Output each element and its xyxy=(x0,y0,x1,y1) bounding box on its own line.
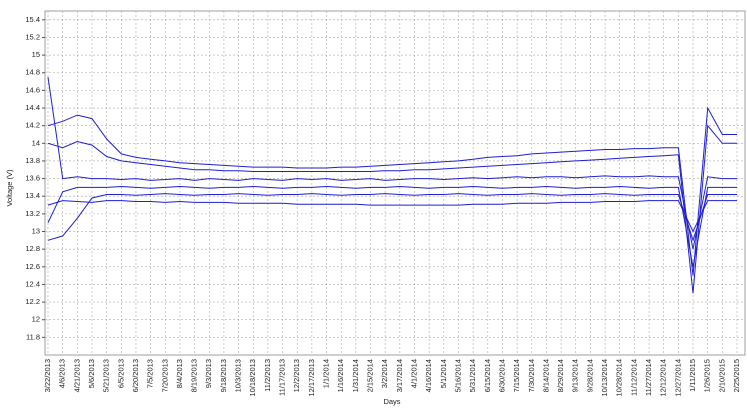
x-tick-label: 5/16/2014 xyxy=(453,359,462,392)
x-axis-label: Days xyxy=(383,397,400,406)
x-tick-label: 3/22/2013 xyxy=(43,359,52,392)
x-tick-label: 8/19/2013 xyxy=(190,359,199,392)
x-tick-label: 10/13/2014 xyxy=(600,359,609,397)
x-tick-label: 1/31/2014 xyxy=(351,359,360,392)
y-tick-label: 14.4 xyxy=(25,103,40,112)
x-tick-label: 12/17/2013 xyxy=(307,359,316,397)
x-tick-label: 2/15/2014 xyxy=(365,359,374,392)
x-tick-label: 12/2/2013 xyxy=(292,359,301,392)
series-line xyxy=(47,106,737,276)
x-tick-label: 9/28/2014 xyxy=(585,359,594,392)
series-line xyxy=(47,185,737,267)
x-tick-label: 8/29/2014 xyxy=(556,359,565,392)
x-tick-label: 12/12/2014 xyxy=(659,359,668,397)
x-tick-label: 7/15/2014 xyxy=(512,359,521,392)
x-tick-label: 5/21/2013 xyxy=(102,359,111,392)
y-tick-label: 12.4 xyxy=(25,279,40,288)
y-tick-label: 13.4 xyxy=(25,191,40,200)
x-tick-label: 12/27/2014 xyxy=(673,359,682,397)
x-tick-label: 7/20/2013 xyxy=(160,359,169,392)
x-tick-label: 6/20/2013 xyxy=(131,359,140,392)
y-tick-label: 12.8 xyxy=(25,244,40,253)
x-tick-label: 10/18/2013 xyxy=(248,359,257,397)
y-tick-label: 15.4 xyxy=(25,15,40,24)
y-tick-label: 14.6 xyxy=(25,85,40,94)
x-tick-label: 4/1/2014 xyxy=(409,359,418,388)
x-tick-label: 4/6/2013 xyxy=(58,359,67,388)
x-tick-label: 1/1/2014 xyxy=(322,359,331,388)
y-tick-label: 12.6 xyxy=(25,262,40,271)
y-tick-label: 13.2 xyxy=(25,209,40,218)
y-tick-label: 11.8 xyxy=(26,332,40,341)
x-tick-label: 9/3/2013 xyxy=(204,359,213,388)
y-tick-label: 15 xyxy=(32,50,40,59)
y-axis-label: Voltage (V) xyxy=(5,169,14,207)
x-tick-label: 1/11/2015 xyxy=(688,359,697,392)
y-tick-label: 14.8 xyxy=(25,68,40,77)
y-tick-label: 15.2 xyxy=(25,32,40,41)
x-tick-label: 6/5/2013 xyxy=(116,359,125,388)
x-tick-label: 9/18/2013 xyxy=(219,359,228,392)
x-tick-label: 11/12/2014 xyxy=(629,359,638,396)
x-tick-label: 9/13/2014 xyxy=(571,359,580,392)
x-tick-label: 11/17/2013 xyxy=(278,359,287,396)
x-tick-label: 7/30/2014 xyxy=(527,359,536,392)
x-tick-label: 10/28/2014 xyxy=(615,359,624,397)
x-tick-label: 8/14/2014 xyxy=(541,359,550,392)
x-tick-label: 4/16/2014 xyxy=(424,359,433,392)
y-tick-label: 14 xyxy=(32,138,40,147)
x-tick-label: 1/26/2015 xyxy=(703,359,712,392)
x-tick-label: 2/25/2015 xyxy=(732,359,741,392)
x-tick-label: 5/6/2013 xyxy=(87,359,96,388)
series-line xyxy=(47,193,737,242)
y-tick-label: 14.2 xyxy=(25,121,40,130)
x-tick-label: 11/2/2013 xyxy=(263,359,272,392)
x-tick-label: 1/16/2014 xyxy=(336,359,345,392)
x-tick-label: 10/3/2013 xyxy=(234,359,243,392)
x-tick-label: 3/2/2014 xyxy=(380,359,389,388)
series-line xyxy=(47,124,737,294)
x-tick-label: 11/27/2014 xyxy=(644,359,653,396)
x-tick-label: 5/1/2014 xyxy=(439,359,448,388)
x-tick-label: 3/17/2014 xyxy=(395,359,404,392)
y-tick-label: 12.2 xyxy=(25,297,40,306)
y-tick-label: 13.6 xyxy=(25,174,40,183)
x-tick-label: 7/5/2013 xyxy=(146,359,155,388)
x-tick-label: 5/31/2014 xyxy=(468,359,477,392)
y-tick-label: 13 xyxy=(32,226,40,235)
series-line xyxy=(47,200,737,233)
x-tick-label: 6/30/2014 xyxy=(497,359,506,392)
series-line xyxy=(47,77,737,250)
plot-area xyxy=(44,10,746,356)
x-tick-label: 6/15/2014 xyxy=(483,359,492,392)
y-tick-label: 13.8 xyxy=(25,156,40,165)
x-tick-label: 8/4/2013 xyxy=(175,359,184,388)
y-tick-label: 12 xyxy=(32,315,40,324)
x-tick-label: 4/21/2013 xyxy=(72,359,81,392)
x-tick-label: 2/10/2015 xyxy=(717,359,726,392)
